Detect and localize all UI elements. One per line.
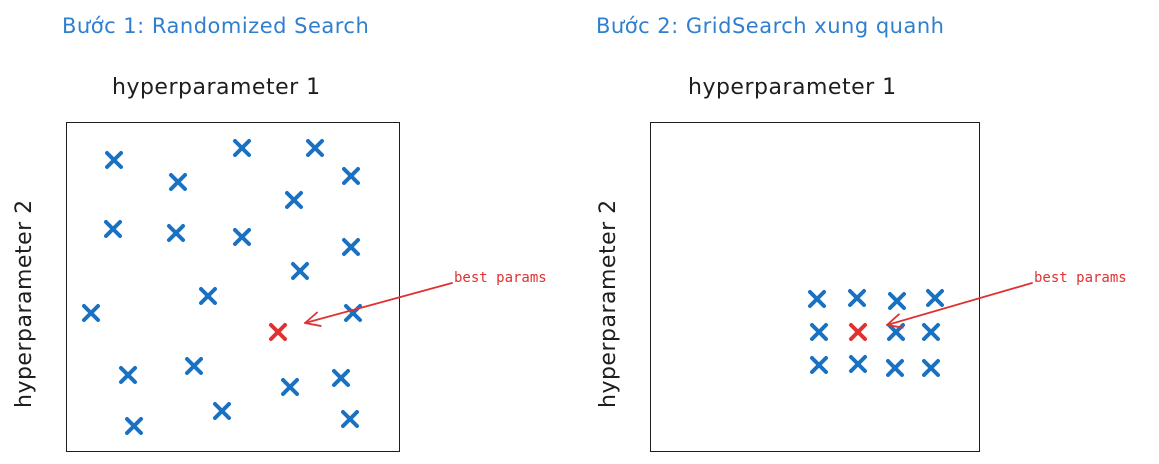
panel-title: Bước 2: GridSearch xung quanh — [596, 14, 945, 38]
grid-search-panel: Bước 2: GridSearch xung quanh hyperparam… — [580, 0, 1159, 464]
best-params-label: best params — [1034, 270, 1127, 286]
grid-sample-marker — [810, 323, 828, 341]
panel-title: Bước 1: Randomized Search — [62, 14, 370, 38]
random-sample-marker — [104, 220, 122, 238]
grid-sample-marker — [922, 323, 940, 341]
search-space-box — [66, 122, 400, 452]
random-sample-marker — [125, 417, 143, 435]
random-sample-marker — [285, 191, 303, 209]
random-sample-marker — [119, 366, 137, 384]
grid-sample-marker — [922, 359, 940, 377]
random-sample-marker — [213, 402, 231, 420]
random-sample-marker — [341, 410, 359, 428]
x-axis-label: hyperparameter 1 — [688, 75, 897, 100]
grid-sample-marker — [848, 289, 866, 307]
best-params-marker — [849, 323, 867, 341]
best-params-arrow — [304, 282, 453, 327]
random-sample-marker — [105, 151, 123, 169]
random-sample-marker — [233, 139, 251, 157]
grid-sample-marker — [849, 355, 867, 373]
randomized-search-panel: Bước 1: Randomized Search hyperparameter… — [0, 0, 579, 464]
x-axis-label: hyperparameter 1 — [112, 75, 321, 100]
random-sample-marker — [199, 287, 217, 305]
random-sample-marker — [281, 378, 299, 396]
random-sample-marker — [185, 357, 203, 375]
random-sample-marker — [306, 139, 324, 157]
grid-sample-marker — [808, 290, 826, 308]
best-params-arrow — [886, 282, 1033, 329]
random-sample-marker — [233, 228, 251, 246]
random-sample-marker — [342, 167, 360, 185]
grid-sample-marker — [886, 359, 904, 377]
random-sample-marker — [291, 262, 309, 280]
random-sample-marker — [342, 238, 360, 256]
random-sample-marker — [167, 224, 185, 242]
best-params-marker — [269, 323, 287, 341]
search-space-box — [650, 122, 980, 452]
grid-sample-marker — [926, 289, 944, 307]
random-sample-marker — [82, 304, 100, 322]
random-sample-marker — [169, 173, 187, 191]
grid-sample-marker — [810, 356, 828, 374]
random-sample-marker — [332, 369, 350, 387]
best-params-label: best params — [454, 270, 547, 286]
grid-sample-marker — [888, 292, 906, 310]
